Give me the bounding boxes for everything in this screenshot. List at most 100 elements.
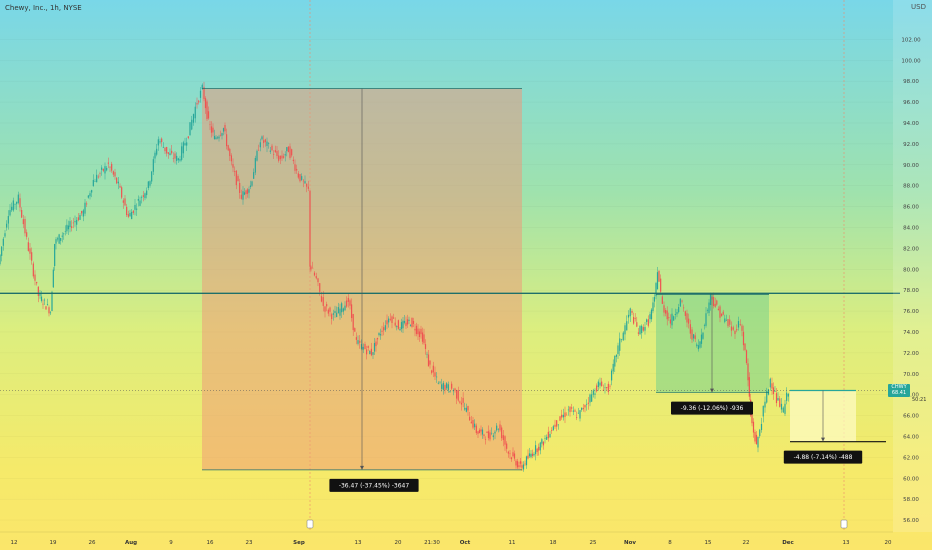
y-tick-label: 80.00 xyxy=(903,267,919,273)
candle-body xyxy=(399,329,401,331)
candle-body xyxy=(486,431,488,433)
candle-body xyxy=(240,194,242,199)
candle-body xyxy=(107,162,109,164)
candle-body xyxy=(146,190,148,196)
candle-body xyxy=(327,309,329,314)
candle-body xyxy=(119,186,121,188)
candle-body xyxy=(496,425,498,431)
candle-body xyxy=(554,424,556,427)
candle-body xyxy=(391,316,393,323)
candle-body xyxy=(447,384,449,391)
candle-body xyxy=(641,325,643,334)
candle-body xyxy=(617,345,619,355)
candle-body xyxy=(164,147,166,152)
candle-body xyxy=(102,168,104,171)
candle-body xyxy=(383,327,385,331)
candle-body xyxy=(725,319,727,321)
candle-body xyxy=(446,383,448,389)
candle-body xyxy=(705,313,707,326)
candle-body xyxy=(162,146,164,148)
candle-body xyxy=(226,134,228,147)
candle-body xyxy=(431,370,433,373)
candle-body xyxy=(40,296,43,301)
candle-body xyxy=(636,322,638,327)
candle-body xyxy=(769,378,771,388)
price-tag-price: 68.41 xyxy=(891,390,907,396)
candle-body xyxy=(599,382,601,386)
candle-body xyxy=(17,194,19,203)
y-tick-label: 66.00 xyxy=(903,414,919,420)
candle-body xyxy=(122,200,124,203)
candle-body xyxy=(72,222,74,224)
candle-body xyxy=(372,352,374,355)
candle-body xyxy=(459,401,461,403)
candle-body xyxy=(322,297,324,306)
candle-body xyxy=(192,114,195,123)
y-tick-label: 62.00 xyxy=(903,455,919,461)
candle-body xyxy=(694,335,696,340)
candle-body xyxy=(566,414,568,416)
candle-body xyxy=(349,300,351,306)
candle-body xyxy=(315,276,317,279)
candle-body xyxy=(481,429,484,435)
candle-body xyxy=(320,296,323,302)
candle-body xyxy=(472,420,474,428)
price-tag: CHWY 68.41 xyxy=(888,384,910,397)
candle-body xyxy=(179,159,181,161)
measure-zone[interactable] xyxy=(656,294,769,393)
candle-body xyxy=(697,345,699,350)
candle-body xyxy=(92,179,94,187)
candle-body xyxy=(114,172,116,177)
candle-body xyxy=(218,136,220,139)
candle-body xyxy=(181,146,183,160)
candle-body xyxy=(287,146,289,153)
candle-body xyxy=(344,305,346,311)
candle-body xyxy=(634,318,636,319)
candle-body xyxy=(572,410,574,412)
candle-body xyxy=(562,414,564,418)
candle-body xyxy=(144,193,146,199)
candle-body xyxy=(615,354,617,357)
candle-body xyxy=(706,310,709,311)
candle-body xyxy=(525,456,528,466)
price-axis[interactable] xyxy=(893,0,932,532)
candle-body xyxy=(757,437,759,448)
candle-body xyxy=(397,320,399,329)
candle-body xyxy=(518,465,520,467)
candle-body xyxy=(557,424,559,426)
candle-body xyxy=(309,190,311,267)
candle-body xyxy=(221,133,223,136)
candle-body xyxy=(703,325,706,326)
candle-body xyxy=(274,150,276,153)
candle-body xyxy=(737,321,740,328)
candle-body xyxy=(552,426,554,431)
candle-body xyxy=(507,451,509,454)
candle-body xyxy=(465,407,467,412)
candle-body xyxy=(292,159,294,162)
event-marker[interactable] xyxy=(840,519,848,529)
candle-body xyxy=(58,234,60,244)
y-tick-label: 88.00 xyxy=(903,184,919,190)
candle-body xyxy=(683,307,685,309)
candle-body xyxy=(67,225,70,230)
candle-body xyxy=(81,210,83,214)
candle-body xyxy=(604,387,606,389)
candle-body xyxy=(54,243,56,266)
candle-body xyxy=(766,391,768,403)
candle-body xyxy=(519,461,522,464)
candle-body xyxy=(34,274,36,281)
candle-body xyxy=(184,143,186,146)
candle-body xyxy=(24,219,26,234)
event-marker[interactable] xyxy=(306,519,314,529)
measure-label-box xyxy=(783,450,863,464)
candle-body xyxy=(126,206,128,216)
candle-body xyxy=(253,172,255,179)
candle-body xyxy=(379,334,382,336)
candle-body xyxy=(131,211,133,220)
candle-body xyxy=(261,136,263,140)
candle-body xyxy=(386,320,388,325)
candle-body xyxy=(674,314,676,315)
candle-body xyxy=(4,233,6,237)
